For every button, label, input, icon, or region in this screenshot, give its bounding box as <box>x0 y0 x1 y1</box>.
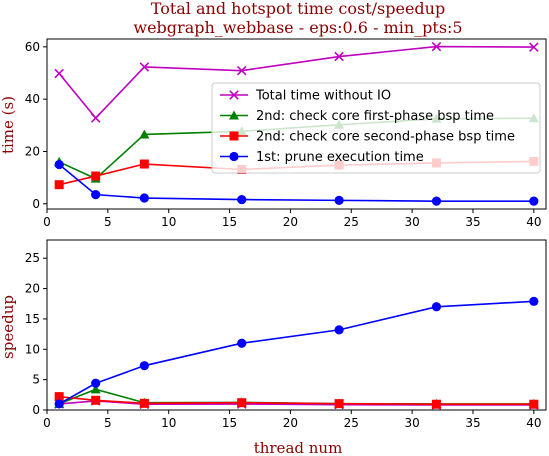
y-tick-label-1-3: 15 <box>25 312 40 326</box>
data-point-1-3-4 <box>334 325 343 334</box>
data-point-1-2-2 <box>140 399 149 408</box>
legend-label-2: 2nd: check core second-phase bsp time <box>256 130 515 145</box>
x-tick-label-0-7: 35 <box>465 215 480 229</box>
data-point-0-2-2 <box>140 160 149 169</box>
time-panel: 0 5 10 15 20 25 30 35 40 0 20 40 60 Total time withou… <box>25 39 546 229</box>
data-point-1-3-3 <box>237 339 246 348</box>
legend-label-0: Total time without IO <box>255 89 391 104</box>
y-axis-label-time: time (s) <box>0 96 17 154</box>
x-tick-label-1-6: 30 <box>404 416 419 430</box>
data-point-0-3-6 <box>529 197 538 206</box>
y-tick-label-1-1: 5 <box>32 373 40 387</box>
legend-label-1: 2nd: check core first-phase bsp time <box>256 109 494 124</box>
data-point-1-3-2 <box>140 361 149 370</box>
data-point-0-3-2 <box>140 193 149 202</box>
x-tick-label-1-4: 20 <box>283 416 298 430</box>
data-point-1-2-5 <box>432 400 441 409</box>
y-tick-label-1-4: 20 <box>25 282 40 296</box>
data-point-1-3-6 <box>529 297 538 306</box>
x-tick-label-0-2: 10 <box>161 215 176 229</box>
data-point-0-3-5 <box>432 197 441 206</box>
x-tick-label-0-5: 25 <box>344 215 359 229</box>
y-tick-label-1-0: 0 <box>32 403 40 417</box>
data-point-0-0-0 <box>55 69 63 77</box>
x-tick-label-0-6: 30 <box>404 215 419 229</box>
data-point-1-2-4 <box>335 399 344 408</box>
y-tick-label-0-0: 0 <box>32 197 40 211</box>
y-tick-label-0-3: 60 <box>25 40 40 54</box>
x-tick-label-1-2: 10 <box>161 416 176 430</box>
x-tick-label-1-8: 40 <box>526 416 541 430</box>
legend-marker-2 <box>230 132 239 141</box>
data-point-1-3-1 <box>91 379 100 388</box>
data-point-1-3-0 <box>55 399 64 408</box>
legend: Total time without IO 2nd: check core fir… <box>212 83 540 173</box>
data-point-1-3-5 <box>432 302 441 311</box>
y-tick-label-0-1: 20 <box>25 144 40 158</box>
y-tick-label-0-2: 40 <box>25 92 40 106</box>
legend-marker-3 <box>229 152 238 161</box>
data-point-0-3-3 <box>237 195 246 204</box>
data-point-0-0-1 <box>91 114 99 122</box>
speedup-panel: 0 5 10 15 20 25 30 35 40 0 5 10 15 20 25 <box>25 240 546 430</box>
data-point-0-2-1 <box>91 172 100 181</box>
data-point-1-2-1 <box>91 396 100 405</box>
data-point-0-3-0 <box>55 160 64 169</box>
data-point-0-3-1 <box>91 190 100 199</box>
x-tick-label-0-0: 0 <box>43 215 51 229</box>
x-tick-label-0-4: 20 <box>283 215 298 229</box>
series-line-1-2 <box>59 397 534 405</box>
data-point-1-2-6 <box>529 400 538 409</box>
legend-label-3: 1st: prune execution time <box>256 150 424 165</box>
data-point-0-3-4 <box>334 196 343 205</box>
y-tick-label-1-5: 25 <box>25 251 40 265</box>
axes-frame-1 <box>47 240 546 410</box>
data-point-0-2-0 <box>55 180 64 189</box>
chart-subtitle: webgraph_webbase - eps:0.6 - min_pts:5 <box>133 18 462 37</box>
x-tick-label-1-5: 25 <box>344 416 359 430</box>
x-tick-label-1-0: 0 <box>43 416 51 430</box>
x-tick-label-1-1: 5 <box>104 416 112 430</box>
series-line-1-3 <box>59 301 534 404</box>
x-tick-label-0-8: 40 <box>526 215 541 229</box>
x-tick-label-1-7: 35 <box>465 416 480 430</box>
x-tick-label-0-3: 15 <box>222 215 237 229</box>
y-axis-label-speedup: speedup <box>0 295 17 359</box>
x-tick-label-1-3: 15 <box>222 416 237 430</box>
x-tick-label-0-1: 5 <box>104 215 112 229</box>
x-axis-label: thread num <box>254 439 343 456</box>
y-tick-label-1-2: 10 <box>25 342 40 356</box>
data-point-1-2-3 <box>237 398 246 407</box>
chart-title: Total and hotspot time cost/speedup <box>151 0 445 18</box>
